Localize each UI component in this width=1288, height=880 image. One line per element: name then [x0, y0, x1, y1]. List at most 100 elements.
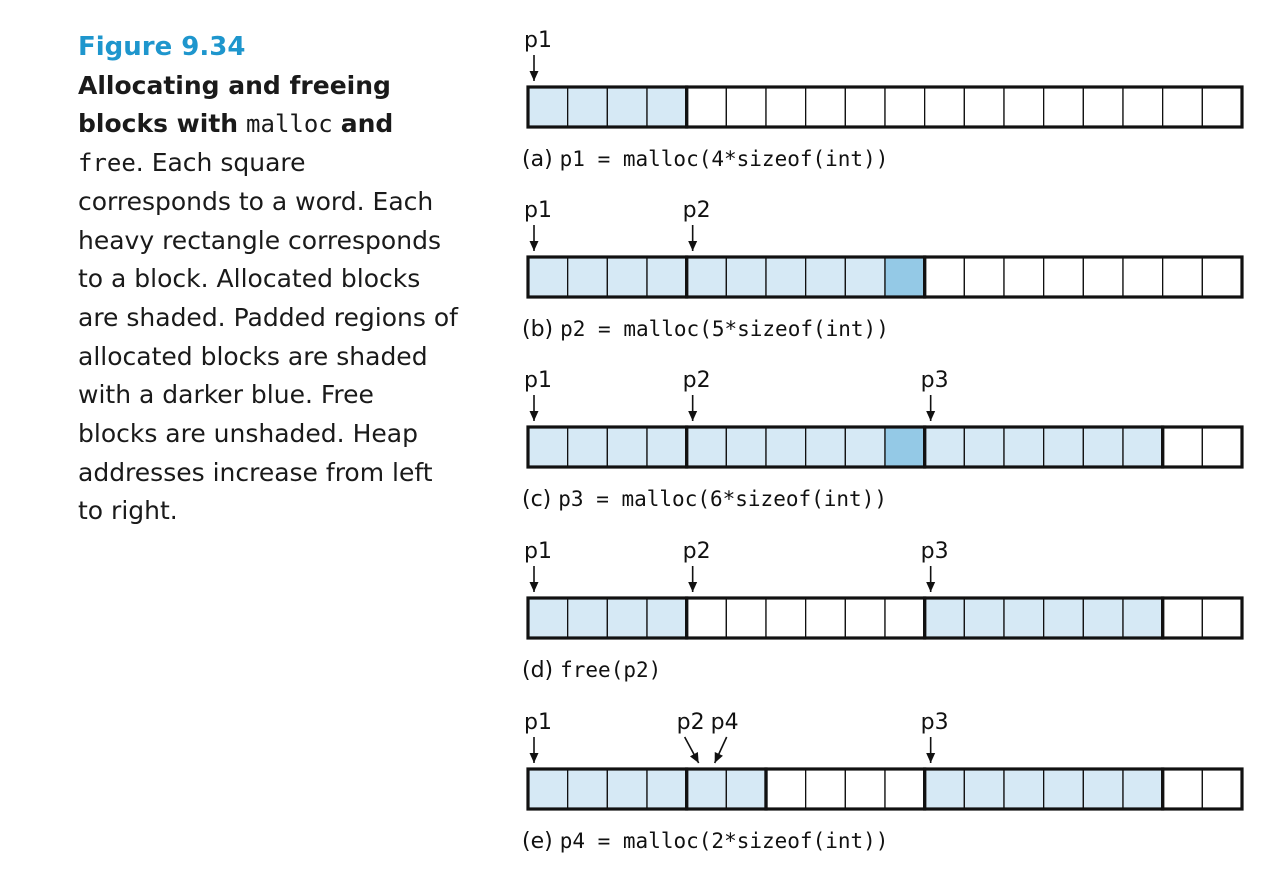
caption-code-free: free: [78, 149, 136, 178]
row-code: p2 = malloc(5*sizeof(int)): [560, 317, 889, 341]
word-cell: [1043, 597, 1084, 639]
word-cell: [1082, 768, 1124, 810]
row-code: free(p2): [560, 658, 661, 682]
word-cell: [646, 86, 688, 128]
word-cell: [606, 86, 648, 128]
word-cell: [805, 256, 846, 298]
word-cell: [963, 426, 1005, 468]
word-cell: [884, 597, 926, 639]
word-cell: [606, 597, 648, 639]
word-cell: [805, 768, 846, 810]
row-3: p1 p2 p3 (d) free(p2): [522, 539, 1244, 683]
block-outline-free: [923, 255, 1244, 299]
word-cell: [924, 426, 965, 468]
word-cell: [1162, 597, 1203, 639]
word-cell: [963, 768, 1005, 810]
pointer-arrow-p1-head: [529, 71, 539, 81]
row-prefix: (e): [522, 829, 560, 854]
word-cell: [567, 768, 608, 810]
word-cell: [567, 597, 608, 639]
word-cell: [1043, 256, 1084, 298]
word-cell: [844, 426, 886, 468]
row-code: p4 = malloc(2*sizeof(int)): [560, 829, 889, 853]
word-cell: [1201, 86, 1243, 128]
row-prefix: (d): [522, 658, 560, 683]
word-cell: [646, 256, 688, 298]
word-cell: [884, 768, 926, 810]
pointer-label-p2: p2: [683, 539, 711, 564]
word-cell: [1162, 768, 1203, 810]
word-cell: [1122, 426, 1164, 468]
word-cell: [686, 86, 727, 128]
word-cell: [725, 597, 767, 639]
figure-label: Figure 9.34: [78, 32, 246, 62]
word-cell: [567, 86, 608, 128]
pointer-arrow-p3-head: [926, 753, 936, 763]
word-cell: [1003, 86, 1045, 128]
block-outline-free: [685, 85, 1244, 129]
block-outline-free: [1161, 425, 1244, 469]
pointer-arrow-p3-head: [926, 582, 936, 592]
word-cell: [1201, 597, 1243, 639]
row-caption-1: (b) p2 = malloc(5*sizeof(int)): [522, 317, 889, 342]
pointer-label-p3: p3: [921, 539, 949, 564]
word-cell: [1082, 426, 1124, 468]
word-cell: [765, 597, 807, 639]
word-cell: [1122, 256, 1164, 298]
word-cell: [1082, 256, 1124, 298]
word-cell: [884, 256, 926, 298]
word-cell: [1201, 426, 1243, 468]
row-code: p1 = malloc(4*sizeof(int)): [560, 147, 889, 171]
word-cell: [924, 597, 965, 639]
word-cell: [725, 768, 767, 810]
pointer-arrow-p2-head: [688, 241, 698, 251]
word-cell: [765, 768, 807, 810]
word-cell: [924, 86, 965, 128]
pointer-label-p3: p3: [921, 368, 949, 393]
pointer-label-p1: p1: [524, 28, 552, 53]
row-caption-2: (c) p3 = malloc(6*sizeof(int)): [522, 487, 887, 512]
word-cell: [1043, 426, 1084, 468]
word-cell: [725, 426, 767, 468]
word-cell: [527, 426, 569, 468]
pointer-label-p1: p1: [524, 710, 552, 735]
word-cell: [1003, 256, 1045, 298]
word-cell: [606, 256, 648, 298]
word-cell: [725, 86, 767, 128]
row-prefix: (a): [522, 147, 560, 172]
block-outline-free: [1161, 596, 1244, 640]
word-cell: [1003, 597, 1045, 639]
word-cell: [1201, 256, 1243, 298]
word-cell: [725, 256, 767, 298]
pointer-arrow-p1-head: [529, 582, 539, 592]
caption-bold-2: and: [340, 109, 394, 139]
pointer-label-p2: p2: [677, 710, 705, 735]
word-cell: [686, 768, 727, 810]
word-cell: [1003, 426, 1045, 468]
word-cell: [1082, 86, 1124, 128]
word-cell: [805, 426, 846, 468]
word-cell: [884, 86, 926, 128]
word-cell: [924, 256, 965, 298]
row-code: p3 = malloc(6*sizeof(int)): [558, 487, 887, 511]
pointer-arrow-p2-head: [688, 411, 698, 421]
word-cell: [1201, 768, 1243, 810]
pointer-arrow-p1-head: [529, 241, 539, 251]
word-cell: [527, 256, 569, 298]
word-cell: [1122, 768, 1164, 810]
word-cell: [884, 426, 926, 468]
pointer-label-p2: p2: [683, 198, 711, 223]
pointer-arrow-p4-head: [714, 752, 723, 763]
pointer-arrow-p1-head: [529, 411, 539, 421]
caption-body: . Each square corresponds to a word. Eac…: [78, 148, 458, 526]
word-cell: [646, 426, 688, 468]
pointer-label-p2: p2: [683, 368, 711, 393]
row-prefix: (b): [522, 317, 560, 342]
word-cell: [1122, 86, 1164, 128]
word-cell: [527, 768, 569, 810]
pointer-arrow-p2-head: [689, 752, 699, 763]
word-cell: [686, 256, 727, 298]
figure-caption: Figure 9.34 Allocating and freeing block…: [78, 28, 458, 531]
word-cell: [1122, 597, 1164, 639]
